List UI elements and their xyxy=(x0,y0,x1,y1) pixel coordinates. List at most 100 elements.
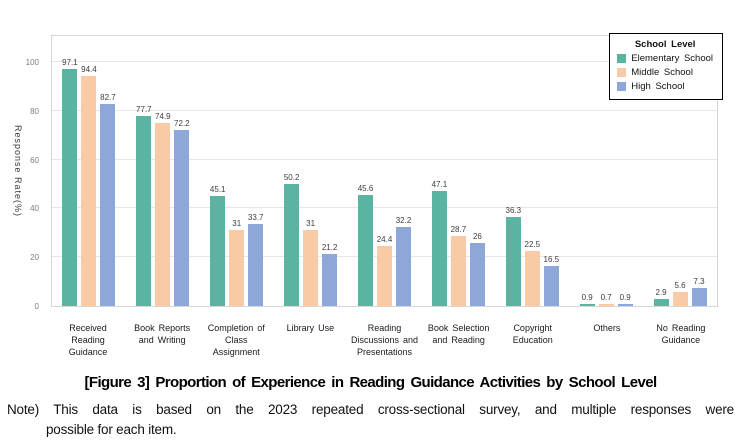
bar-value-label: 16.5 xyxy=(543,254,560,264)
bar: 26 xyxy=(469,232,485,306)
y-tick-label: 20 xyxy=(30,253,39,263)
bar: 0.9 xyxy=(579,293,595,306)
bar-group: 2.9 5.6 7.3 xyxy=(643,36,717,306)
figure-title: [Figure 3] Proportion of Experience in R… xyxy=(84,374,657,391)
bar-value-label: 33.7 xyxy=(247,212,264,222)
bar: 82.7 xyxy=(100,93,116,306)
bar-value-label: 97.1 xyxy=(62,58,78,68)
bar-group: 50.2 31 21.2 xyxy=(274,36,348,306)
x-axis-category-label: Book Reports and Writing xyxy=(134,323,191,346)
bar-value-label: 0.9 xyxy=(581,292,593,302)
legend-label: Elementary School xyxy=(631,53,713,64)
bar-chart-figure: Response Rate(%) 0 20 40 60 80 100 97.1 94.4 82… xyxy=(0,33,723,358)
legend-items: Elementary School Middle School High Schoo… xyxy=(617,53,713,92)
legend: School Level Elementary School Middle Sch… xyxy=(609,33,723,100)
x-axis-category-label: Copyright Education xyxy=(512,323,553,346)
legend-swatch-icon xyxy=(617,54,627,63)
bar-value-label: 72.2 xyxy=(174,118,190,128)
bar: 72.2 xyxy=(174,119,190,306)
y-tick-label: 60 xyxy=(30,155,39,165)
bar: 5.6 xyxy=(672,281,688,306)
bar-value-label: 74.9 xyxy=(155,112,171,122)
legend-label: Middle School xyxy=(631,67,693,78)
bar: 24.4 xyxy=(377,235,392,306)
bar: 97.1 xyxy=(62,58,78,306)
bar: 47.1 xyxy=(432,180,447,306)
bar: 0.7 xyxy=(598,293,614,306)
gridline xyxy=(52,158,717,160)
legend-swatch-icon xyxy=(617,68,627,77)
bar-value-label: 77.7 xyxy=(136,105,152,115)
x-axis-category-label: Book Selection and Reading xyxy=(427,323,490,346)
legend-item: Middle School xyxy=(617,67,713,78)
bar: 31 xyxy=(229,219,245,306)
bar-group: 97.1 94.4 82.7 xyxy=(52,36,126,306)
bar-value-label: 47.1 xyxy=(431,180,448,190)
y-tick-label: 0 xyxy=(34,302,39,311)
bar-value-label: 0.7 xyxy=(600,293,612,303)
bar-group: 45.1 31 33.7 xyxy=(200,36,274,306)
bar: 22.5 xyxy=(524,240,540,306)
bar-value-label: 21.2 xyxy=(321,243,338,253)
bar-group: 36.3 22.5 16.5 xyxy=(495,36,569,306)
bar-value-label: 5.6 xyxy=(674,281,686,291)
bar: 21.2 xyxy=(322,243,337,306)
legend-label: High School xyxy=(631,81,685,92)
bar: 31 xyxy=(303,219,319,306)
bar: 28.7 xyxy=(451,225,466,306)
bar-group: 0.9 0.7 0.9 xyxy=(569,36,643,306)
legend-item: Elementary School xyxy=(617,53,713,64)
y-axis-title: Response Rate(%) xyxy=(13,124,23,218)
plot-area: 97.1 94.4 82.7 77.7 74.9 72.2 45.1 31 33.7 50.2 31… xyxy=(51,35,718,307)
bar: 36.3 xyxy=(505,206,521,306)
legend-title: School Level xyxy=(634,39,696,50)
bar-value-label: 82.7 xyxy=(100,93,116,103)
bar-value-label: 2.9 xyxy=(655,287,667,297)
bar-group: 47.1 28.7 26 xyxy=(421,36,495,306)
bar-value-label: 28.7 xyxy=(450,224,467,234)
bar-value-label: 7.3 xyxy=(693,277,705,287)
bar-value-label: 31 xyxy=(232,219,242,229)
bar: 7.3 xyxy=(691,277,707,306)
bar-value-label: 0.9 xyxy=(619,292,631,302)
note-line-1: Note) This data is based on the 2023 rep… xyxy=(7,402,734,417)
bar: 74.9 xyxy=(155,112,171,306)
bar-value-label: 22.5 xyxy=(524,240,541,250)
legend-item: High School xyxy=(617,81,713,92)
gridline xyxy=(52,207,717,209)
gridline xyxy=(52,109,717,111)
bar-value-label: 45.6 xyxy=(357,183,374,193)
x-axis-category-label: Library Use xyxy=(286,323,335,333)
bar: 33.7 xyxy=(248,213,264,306)
x-axis-category-label: Others xyxy=(593,323,621,333)
note-line-2: possible for each item. xyxy=(46,422,177,438)
bar-groups: 97.1 94.4 82.7 77.7 74.9 72.2 45.1 31 33.7 50.2 31… xyxy=(52,36,717,306)
bar: 45.1 xyxy=(210,185,226,306)
bar-value-label: 50.2 xyxy=(283,172,300,182)
bar-value-label: 45.1 xyxy=(209,184,226,194)
bar-value-label: 24.4 xyxy=(376,235,393,245)
y-tick-label: 40 xyxy=(30,204,39,214)
bar-group: 77.7 74.9 72.2 xyxy=(126,36,200,306)
bar: 2.9 xyxy=(653,288,669,306)
bar: 45.6 xyxy=(358,184,373,306)
bar-group: 45.6 24.4 32.2 xyxy=(348,36,422,306)
bar: 32.2 xyxy=(396,216,411,306)
bar-value-label: 26 xyxy=(472,231,482,241)
bar: 16.5 xyxy=(543,255,559,306)
bar-value-label: 32.2 xyxy=(395,216,412,226)
gridline xyxy=(52,61,717,62)
bar: 0.9 xyxy=(617,293,633,306)
figure-note: Note) This data is based on the 2023 rep… xyxy=(0,400,741,441)
x-axis-labels: Received Reading Guidance Book Reports an… xyxy=(51,322,718,358)
x-axis-category-label: No Reading Guidance xyxy=(656,323,706,346)
x-axis-category-label: Completion of Class Assignment xyxy=(207,323,265,358)
bar: 50.2 xyxy=(284,173,299,306)
bar: 94.4 xyxy=(81,65,97,306)
bar-value-label: 31 xyxy=(306,219,316,229)
bar-value-label: 36.3 xyxy=(505,206,522,216)
bar-value-label: 94.4 xyxy=(81,64,97,74)
y-axis-ticks: 0 20 40 60 80 100 xyxy=(0,35,45,311)
y-tick-label: 100 xyxy=(25,58,39,67)
bar: 77.7 xyxy=(136,105,152,306)
